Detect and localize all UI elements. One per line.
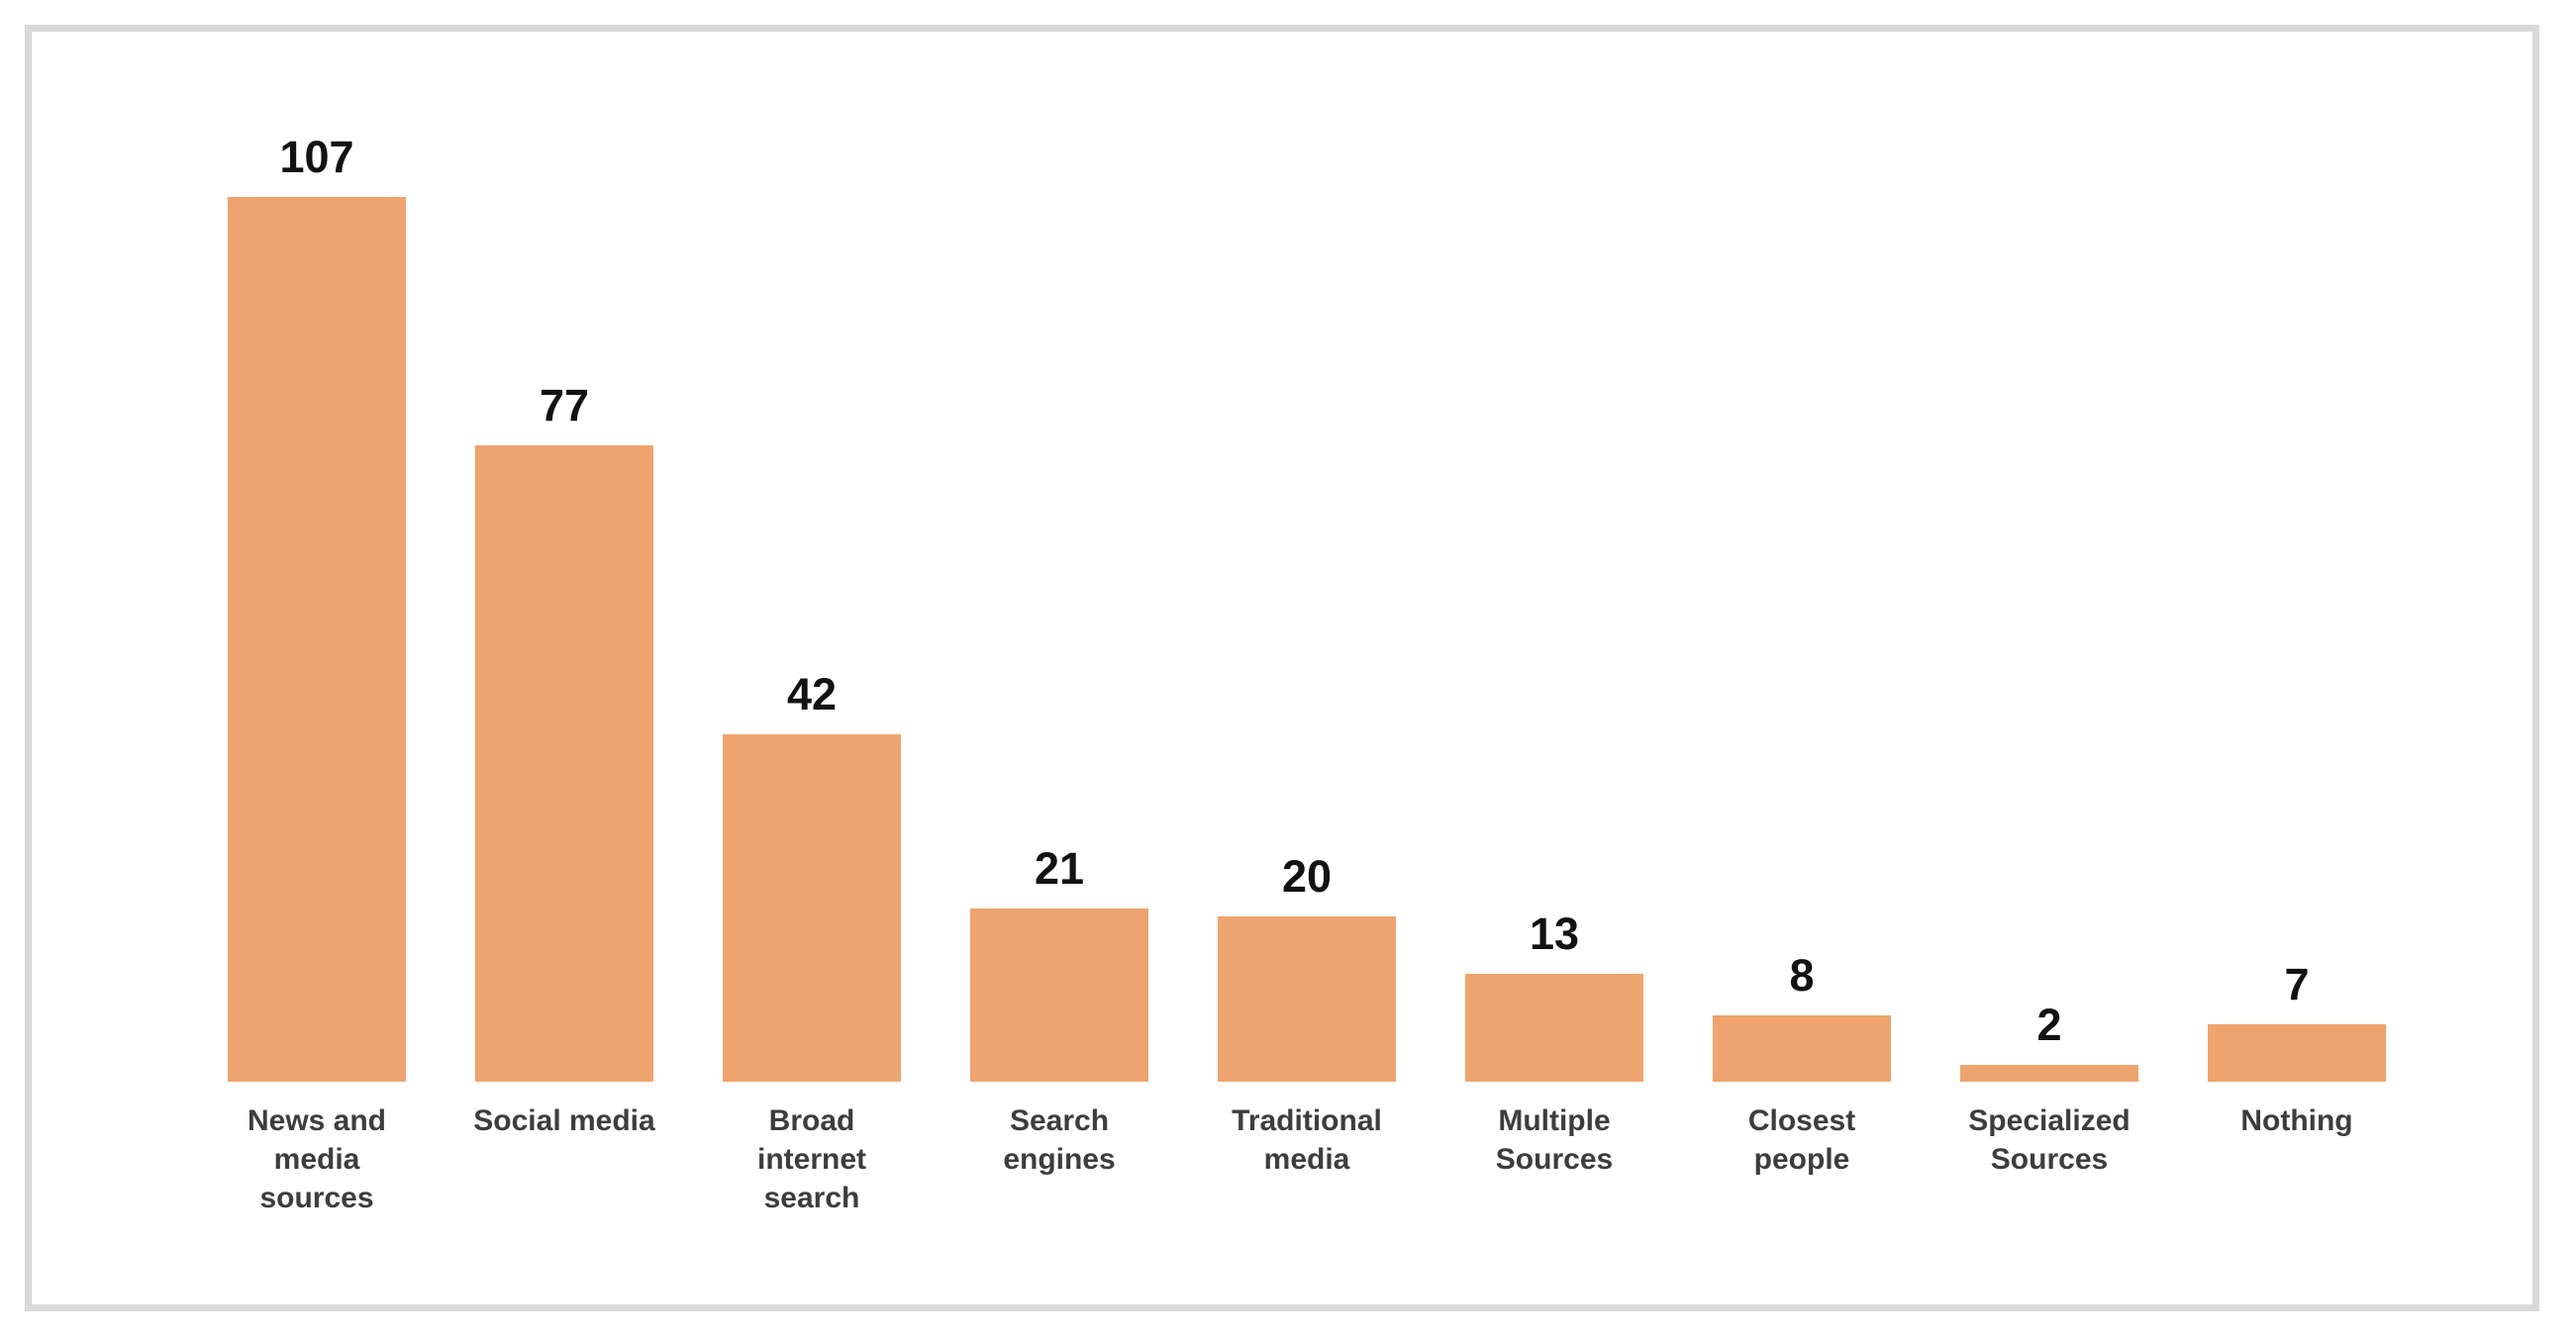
bar-category-label-line: Search <box>1009 1104 1110 1137</box>
bar-category-label-line: engines <box>1003 1143 1116 1176</box>
bar-category-label-line: Specialized <box>1968 1104 2130 1137</box>
bar-category-label: Closest people <box>1683 1101 1921 1179</box>
bar <box>475 445 653 1082</box>
bar-category-label: Nothing <box>2178 1101 2416 1140</box>
bar-group: 8 <box>1713 0 1891 1082</box>
bar-value-label: 7 <box>2284 959 2310 1009</box>
bar-value-label: 21 <box>1034 843 1085 894</box>
bar <box>1960 1065 2138 1082</box>
bar-category-label-line: internet <box>756 1143 866 1176</box>
bar-category-label: Social media <box>446 1101 683 1140</box>
bar-category-label: News and media sources <box>198 1101 436 1217</box>
bar-value-label: 20 <box>1281 851 1333 902</box>
bar-category-label: Search engines <box>941 1101 1178 1179</box>
bar-category-label-line: search <box>763 1182 860 1214</box>
bar-group: 2 <box>1960 0 2138 1082</box>
bar <box>1465 974 1643 1082</box>
bar-group: 13 <box>1465 0 1643 1082</box>
bar-group: 7 <box>2208 0 2386 1082</box>
bar <box>970 909 1148 1082</box>
bar-group: 20 <box>1218 0 1396 1082</box>
bar-value-label: 107 <box>279 132 354 182</box>
bar-category-label-line: media <box>273 1143 360 1176</box>
bar-group: 107 <box>228 0 406 1082</box>
bar-value-label: 2 <box>2036 1000 2062 1050</box>
bar <box>1218 916 1396 1082</box>
bar-category-label-line: Social media <box>473 1104 655 1137</box>
bar-value-label: 77 <box>539 380 590 430</box>
bar-category-label-line: News and <box>247 1104 387 1137</box>
bar-category-label-line: Multiple <box>1498 1104 1611 1137</box>
bar-value-label: 8 <box>1789 950 1815 1001</box>
bar <box>2208 1024 2386 1082</box>
bar-category-label-line: Broad <box>768 1104 855 1137</box>
bar-category-label: Traditional media <box>1188 1101 1426 1179</box>
bar-category-label-line: people <box>1753 1143 1850 1176</box>
bar-category-label-line: Sources <box>1495 1143 1614 1176</box>
bar-category-label-line: sources <box>259 1182 374 1214</box>
bar-category-label: Broad internet search <box>693 1101 931 1217</box>
bar-value-label: 42 <box>786 669 838 719</box>
bar-category-label-line: Closest <box>1747 1104 1856 1137</box>
chart-frame-border <box>25 25 2539 1311</box>
bar <box>1713 1015 1891 1082</box>
bar-group: 77 <box>475 0 653 1082</box>
bar-value-label: 13 <box>1529 909 1580 959</box>
bar <box>723 734 901 1082</box>
bar-group: 42 <box>723 0 901 1082</box>
bar-category-label-line: Traditional <box>1232 1104 1382 1137</box>
bar-category-label-line: media <box>1263 1143 1350 1176</box>
bar-category-label: Multiple Sources <box>1436 1101 1673 1179</box>
bar-category-label-line: Sources <box>1990 1143 2109 1176</box>
bar-category-label: Specialized Sources <box>1931 1101 2168 1179</box>
bar <box>228 197 406 1082</box>
bar-group: 21 <box>970 0 1148 1082</box>
bar-category-label-line: Nothing <box>2240 1104 2353 1137</box>
